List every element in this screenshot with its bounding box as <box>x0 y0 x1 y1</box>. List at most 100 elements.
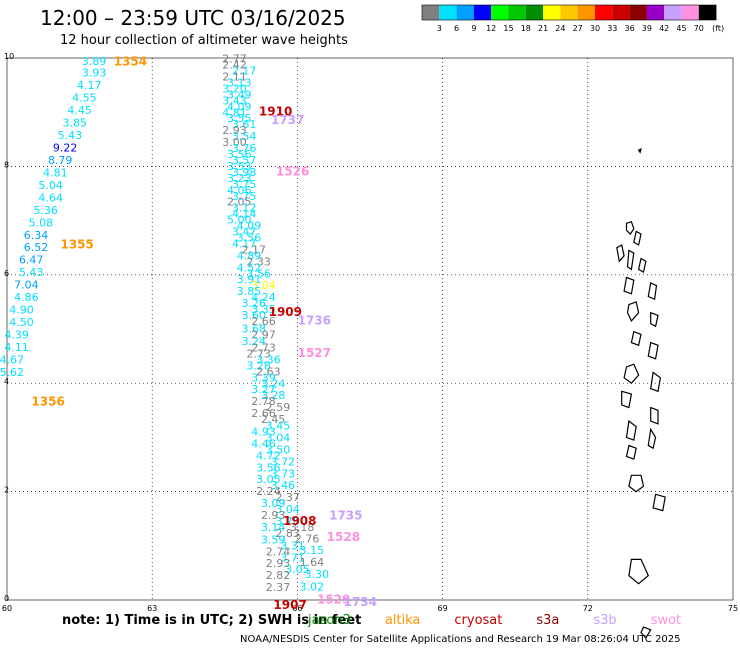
wave-height-point: 8.79 <box>48 154 73 167</box>
y-tick-label: 8 <box>4 160 9 169</box>
scale-swatch <box>543 5 561 20</box>
wave-height-point: 3.49 <box>227 88 252 101</box>
wave-height-point: 4.17 <box>232 237 257 250</box>
map-axes: 60 63 66 69 72 75 0 2 4 6 8 10 <box>2 52 738 613</box>
x-tick-label: 75 <box>728 604 738 613</box>
scale-swatch <box>664 5 682 20</box>
wave-height-point: 2.78 <box>251 395 276 408</box>
wave-height-point: 3.31 <box>280 539 305 552</box>
wave-height-point: 5.08 <box>29 216 54 229</box>
map-subtitle: 12 hour collection of altimeter wave hei… <box>60 33 348 48</box>
wave-height-point: 3.15 <box>300 544 325 557</box>
island-outline <box>650 311 659 328</box>
pass-time-label: 1909 <box>269 305 302 319</box>
y-tick-label: 10 <box>4 52 14 61</box>
coastline <box>616 148 666 639</box>
wave-height-point: 3.56 <box>237 232 262 245</box>
x-tick-label: 72 <box>583 604 593 613</box>
wave-height-point: 2.73 <box>251 342 276 355</box>
scale-label: 27 <box>573 24 583 33</box>
wave-height-point: 3.14 <box>261 521 286 534</box>
wave-height-point: 2.63 <box>256 365 281 378</box>
wave-height-point: 3.36 <box>256 353 281 366</box>
wave-height-point: 6.34 <box>24 229 49 242</box>
wave-height-point: 5.36 <box>33 204 58 217</box>
scale-label: 42 <box>659 24 669 33</box>
satellite-legend-item: swot <box>650 613 682 628</box>
scale-swatch <box>646 5 665 20</box>
island-outline <box>623 276 635 295</box>
wave-height-point: 3.43 <box>222 94 247 107</box>
wave-height-point: 2.33 <box>246 255 271 268</box>
x-tick-label: 60 <box>2 604 12 613</box>
wave-height-point: 3.53 <box>227 160 252 173</box>
wave-height-point: 3.75 <box>232 190 257 203</box>
scale-label: 45 <box>676 24 686 33</box>
wave-height-point: 4.52 <box>237 261 262 274</box>
scale-label: 6 <box>454 24 459 33</box>
scale-swatch <box>491 5 509 20</box>
wave-height-point: 5.04 <box>38 179 63 192</box>
wave-height-point: 4.72 <box>256 449 281 462</box>
wave-height-point: 2.83 <box>275 527 300 540</box>
island-outline <box>623 363 640 385</box>
pass-time-label: 1529 <box>317 593 350 607</box>
wave-height-point: 3.45 <box>266 420 291 433</box>
island-outline <box>628 558 650 585</box>
wave-height-point: 2.97 <box>251 329 276 342</box>
pass-time-label: 1528 <box>327 530 360 544</box>
wave-height-point: 4.45 <box>67 104 92 117</box>
wave-height-point: 3.60 <box>242 309 267 322</box>
island-outline <box>633 230 642 246</box>
wave-height-point: 4.89 <box>237 249 262 262</box>
y-tick-label: 6 <box>4 269 9 278</box>
wave-height-point: 2.05 <box>227 196 252 209</box>
map-title: 12:00 – 23:59 UTC 03/16/2025 <box>40 6 346 30</box>
wave-height-point: 3.56 <box>246 267 271 280</box>
scale-swatch <box>439 5 457 20</box>
scale-swatch <box>698 5 717 20</box>
satellite-legend-item: cryosat <box>454 613 503 628</box>
island-outline <box>626 249 635 271</box>
x-tick-label: 66 <box>292 604 302 613</box>
pass-time-label: 1734 <box>344 595 377 609</box>
scale-swatch <box>525 5 544 20</box>
island-outline <box>625 420 637 441</box>
scale-swatch <box>456 5 474 20</box>
pass-time-label: 1354 <box>114 54 147 68</box>
wave-height-point: 4.09 <box>237 220 262 233</box>
pass-time-label: 1736 <box>298 313 331 327</box>
satellite-legend: jason3 altika cryosat s3a s3b swot <box>308 613 715 628</box>
map-gridlines <box>7 58 733 600</box>
scale-swatch <box>508 5 526 20</box>
wave-height-point: 4.67 <box>0 353 24 366</box>
wave-height-point: 2.93 <box>266 557 291 570</box>
wave-height-point: 3.85 <box>237 285 262 298</box>
island-outline <box>626 301 640 322</box>
wave-height-point: 7.04 <box>14 279 39 292</box>
wave-height-point: 2.42 <box>222 59 247 72</box>
wave-height-point: 4.17 <box>77 79 102 92</box>
wave-height-point: 4.09 <box>227 100 252 113</box>
credit-line: NOAA/NESDIS Center for Satellite Applica… <box>240 634 681 645</box>
y-tick-label: 2 <box>4 486 9 495</box>
scale-swatch <box>612 5 630 20</box>
scale-swatch <box>595 5 613 20</box>
y-tick-label: 0 <box>4 594 9 603</box>
scale-label: 15 <box>503 24 513 33</box>
scale-swatch <box>681 5 699 20</box>
wave-height-point: 2.66 <box>251 315 276 328</box>
wave-height-point: 6.47 <box>19 254 44 267</box>
wave-height-point: 2.59 <box>266 401 291 414</box>
wave-height-point: 2.11 <box>222 71 247 84</box>
wave-height-point: 1.64 <box>300 556 325 569</box>
wave-height-point: 3.28 <box>246 359 271 372</box>
wave-height-point: 3.20 <box>222 82 247 95</box>
wave-height-point: 4.81 <box>222 106 247 119</box>
wave-height-point: 5.00 <box>227 214 252 227</box>
x-tick-label: 63 <box>147 604 157 613</box>
wave-height-point: 3.73 <box>271 467 296 480</box>
scale-label: 9 <box>471 24 476 33</box>
pass-time-label: 1735 <box>329 509 362 523</box>
